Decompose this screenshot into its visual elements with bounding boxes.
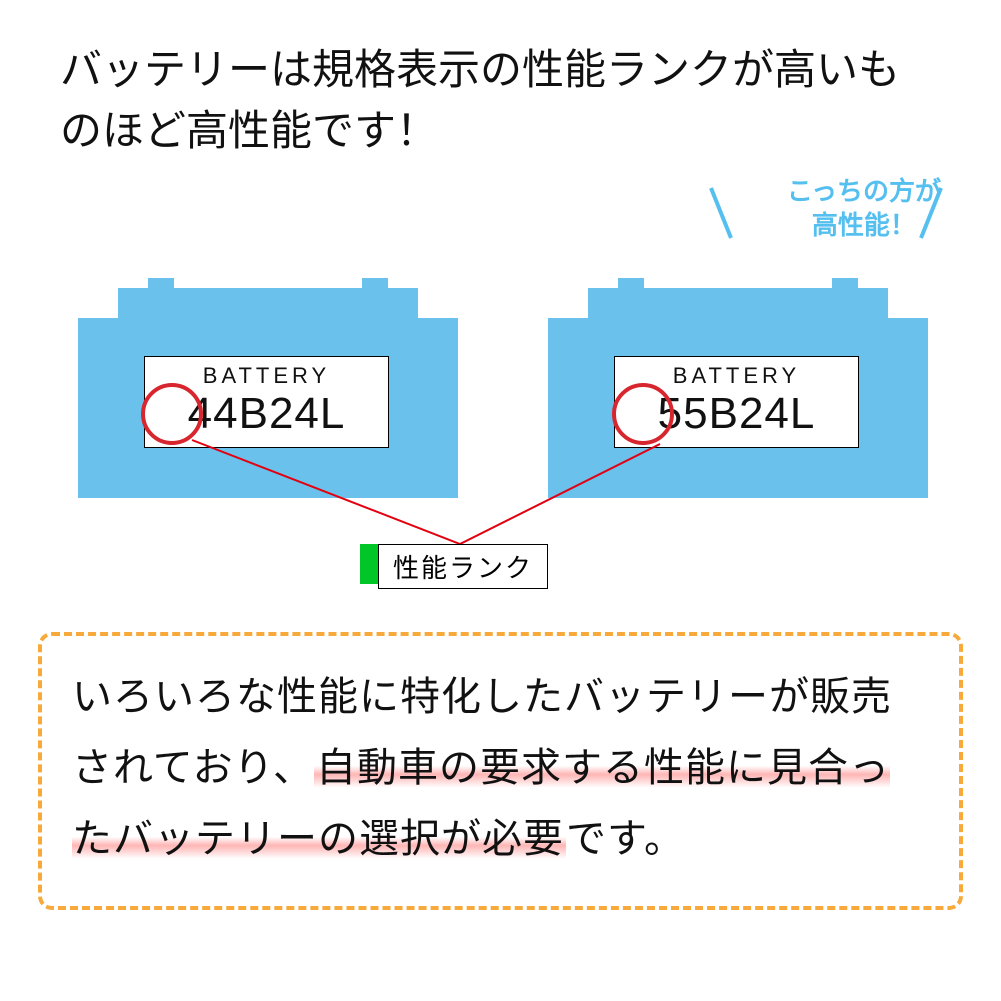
callout-text: こっちの方が 高性能！ [787,175,941,243]
battery-left: BATTERY 44B24L [78,278,458,498]
battery-right: BATTERY 55B24L [548,278,928,498]
note-box: いろいろな性能に特化したバッテリーが販売されており、自動車の要求する性能に見合っ… [38,632,963,910]
rank-green-marker [360,544,378,584]
headline: バッテリーは規格表示の性能ランクが高いものほど高性能です！ [60,40,941,162]
battery-rest: B24L [709,389,816,438]
rank-label-box: 性能ランク [378,544,548,589]
callout-line2: 高性能！ [812,210,916,240]
battery-label-code: 44B24L [145,389,388,440]
battery-label-title: BATTERY [145,363,388,389]
battery-label-title: BATTERY [615,363,858,389]
note-tail: です。 [566,817,685,861]
battery-label: BATTERY 55B24L [614,356,859,448]
battery-label-code: 55B24L [615,389,858,440]
battery-label: BATTERY 44B24L [144,356,389,448]
battery-rank: 44 [188,389,239,438]
battery-rest: B24L [239,389,346,438]
battery-terminal [832,278,858,292]
battery-terminal [148,278,174,292]
callout-line1: こっちの方が [787,176,941,206]
battery-terminal [618,278,644,292]
battery-terminal [362,278,388,292]
battery-rank: 55 [658,389,709,438]
